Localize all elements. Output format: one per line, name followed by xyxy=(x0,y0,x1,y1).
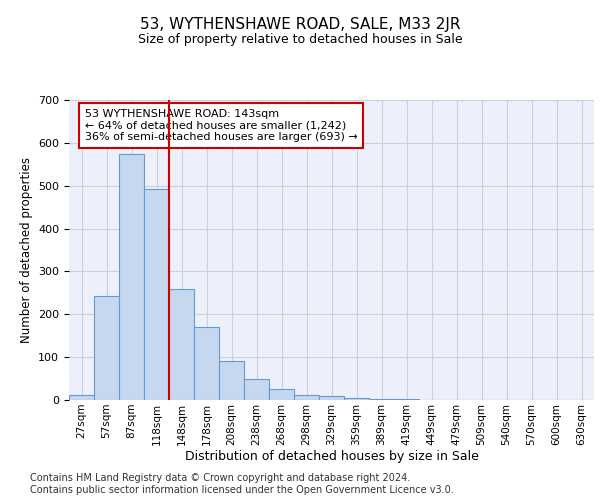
Bar xyxy=(244,380,269,400)
Text: 53, WYTHENSHAWE ROAD, SALE, M33 2JR: 53, WYTHENSHAWE ROAD, SALE, M33 2JR xyxy=(140,18,460,32)
Text: 53 WYTHENSHAWE ROAD: 143sqm
← 64% of detached houses are smaller (1,242)
36% of : 53 WYTHENSHAWE ROAD: 143sqm ← 64% of det… xyxy=(85,109,358,142)
Y-axis label: Number of detached properties: Number of detached properties xyxy=(20,157,32,343)
Bar xyxy=(394,399,419,400)
Bar xyxy=(269,390,294,400)
Bar xyxy=(319,396,344,400)
Bar xyxy=(369,398,394,400)
Bar xyxy=(219,362,244,400)
Bar xyxy=(119,154,144,400)
Bar xyxy=(69,395,94,400)
X-axis label: Distribution of detached houses by size in Sale: Distribution of detached houses by size … xyxy=(185,450,478,464)
Bar xyxy=(94,296,119,400)
Text: Size of property relative to detached houses in Sale: Size of property relative to detached ho… xyxy=(137,32,463,46)
Bar xyxy=(344,398,369,400)
Bar xyxy=(194,327,219,400)
Bar xyxy=(294,395,319,400)
Text: Contains HM Land Registry data © Crown copyright and database right 2024.
Contai: Contains HM Land Registry data © Crown c… xyxy=(30,474,454,495)
Bar xyxy=(144,188,169,400)
Bar xyxy=(169,288,194,400)
